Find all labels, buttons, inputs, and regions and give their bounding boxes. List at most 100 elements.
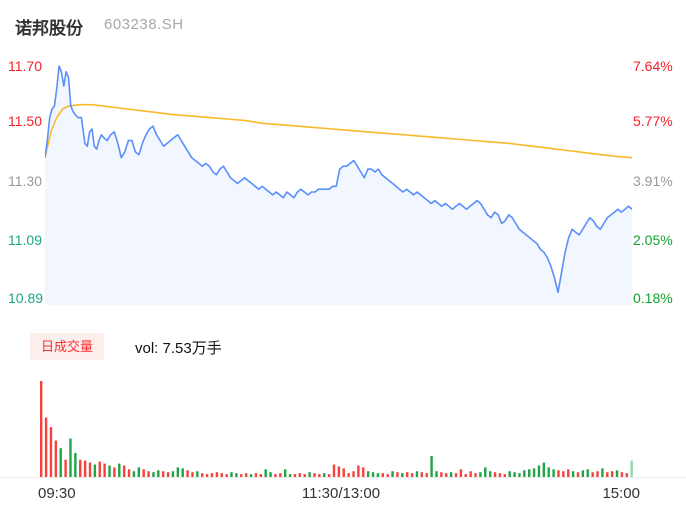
time-axis-label-open: 09:30 <box>38 485 76 502</box>
volume-bar <box>93 464 97 477</box>
average-price-line <box>45 103 632 159</box>
volume-bar <box>244 473 248 477</box>
volume-bar <box>108 465 111 477</box>
volume-bar <box>615 470 619 477</box>
volume-bar <box>191 472 194 477</box>
volume-bar <box>493 472 497 477</box>
volume-bar <box>40 381 43 477</box>
volume-bar <box>176 467 180 477</box>
volume-bar <box>591 472 594 477</box>
volume-value-label: vol: 7.53万手 <box>135 340 222 357</box>
volume-bar <box>371 472 375 477</box>
price-area-fill <box>45 66 632 305</box>
volume-bar <box>118 463 121 477</box>
volume-bar <box>625 473 628 477</box>
volume-bar <box>264 469 267 477</box>
volume-bar <box>254 473 258 477</box>
volume-bar <box>532 468 536 477</box>
volume-bar <box>406 472 409 477</box>
volume-bar <box>498 473 502 477</box>
volume-bar <box>503 474 506 477</box>
volume-bar <box>459 469 463 477</box>
volume-bar <box>152 472 155 477</box>
volume-bar <box>620 472 624 477</box>
volume-bar <box>323 473 326 477</box>
volume-bar <box>240 474 243 477</box>
volume-bar <box>201 473 204 477</box>
volume-bar <box>464 474 467 477</box>
volume-bar <box>610 471 614 477</box>
volume-bar <box>284 469 287 477</box>
volume-bar <box>49 427 53 477</box>
volume-bar <box>318 474 321 477</box>
volume-bar <box>518 473 521 477</box>
volume-bar <box>562 471 565 477</box>
volume-bar <box>352 471 355 477</box>
volume-bar <box>83 460 87 477</box>
volume-bar <box>327 474 331 477</box>
volume-bar <box>171 471 175 477</box>
volume-bar <box>210 473 214 477</box>
volume-bar <box>528 469 531 477</box>
volume-bar <box>581 470 585 477</box>
volume-bar <box>74 453 77 477</box>
volume-bar <box>288 474 292 477</box>
volume-bar <box>513 472 516 477</box>
percent-axis-label: 3.91% <box>633 173 673 189</box>
volume-baseline <box>0 477 686 478</box>
volume-bar <box>337 466 341 477</box>
price-axis-label: 11.70 <box>8 58 42 74</box>
volume-bar <box>552 469 555 477</box>
volume-bar <box>127 469 131 477</box>
volume-bar <box>449 472 453 477</box>
price-line-chart[interactable] <box>45 58 632 308</box>
volume-bar <box>508 471 511 477</box>
volume-bar <box>98 461 101 477</box>
volume-bar <box>308 472 311 477</box>
volume-bar <box>215 472 219 477</box>
volume-bar-chart[interactable] <box>40 379 636 477</box>
volume-bar <box>401 473 404 477</box>
volume-bar <box>630 460 633 477</box>
volume-bar <box>59 448 62 477</box>
volume-bar <box>293 474 297 477</box>
volume-bar <box>347 473 350 477</box>
volume-bar <box>88 462 92 477</box>
volume-bar <box>79 459 82 477</box>
percent-axis-label: 2.05% <box>633 232 673 248</box>
volume-bar <box>542 462 546 477</box>
volume-bar <box>147 471 150 477</box>
volume-bar <box>445 473 448 477</box>
stock-code: 603238.SH <box>104 16 184 33</box>
volume-bar <box>303 474 306 477</box>
volume-bar <box>298 473 302 477</box>
percent-axis-label: 5.77% <box>633 113 673 129</box>
volume-bar <box>113 467 116 477</box>
volume-bar <box>586 469 589 477</box>
volume-bar <box>69 438 72 477</box>
volume-bar <box>601 468 604 477</box>
volume-bar <box>547 467 550 477</box>
volume-bar <box>142 469 145 477</box>
volume-bar <box>381 473 384 477</box>
volume-tab-badge[interactable]: 日成交量 <box>30 333 105 360</box>
volume-bar <box>259 474 262 477</box>
volume-bar <box>435 471 438 477</box>
volume-bar <box>249 474 253 477</box>
volume-bar <box>64 459 67 477</box>
time-axis-label-midday: 11:30/13:00 <box>301 485 381 502</box>
volume-bar <box>342 468 345 477</box>
stock-name: 诺邦股份 <box>15 19 83 38</box>
volume-bar <box>420 472 424 477</box>
volume-bar <box>567 469 570 477</box>
price-axis-label: 11.09 <box>8 232 42 248</box>
volume-bar <box>225 474 228 477</box>
volume-bar <box>474 473 477 477</box>
volume-bar <box>484 467 487 477</box>
volume-bar <box>157 470 160 477</box>
percent-axis-label: 7.64% <box>633 58 673 74</box>
price-axis-label: 11.50 <box>8 113 42 129</box>
volume-bar <box>279 473 282 477</box>
volume-bar <box>396 472 399 477</box>
